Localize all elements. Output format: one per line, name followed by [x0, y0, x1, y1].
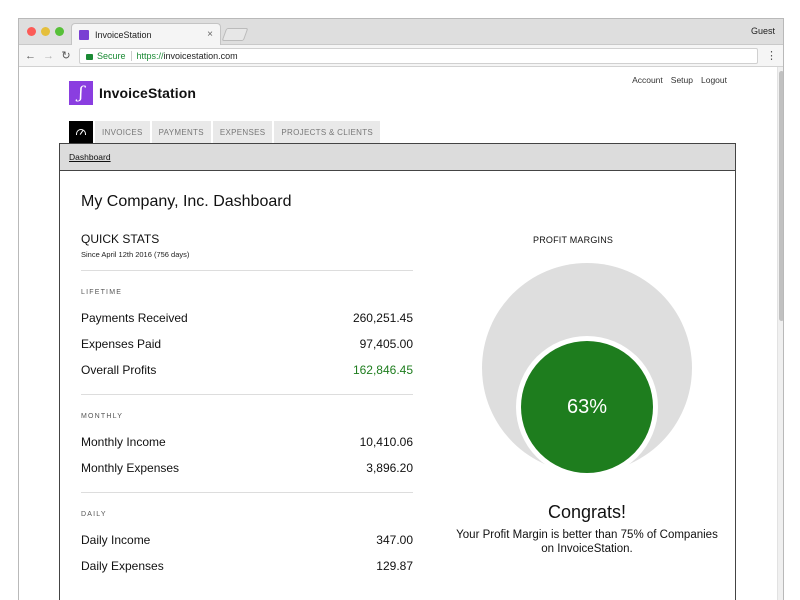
- close-window-button[interactable]: [27, 27, 36, 36]
- tab-invoices[interactable]: INVOICES: [95, 121, 152, 143]
- profit-margins-title: PROFIT MARGINS: [533, 235, 614, 245]
- stat-label: Daily Expenses: [81, 559, 164, 573]
- menu-icon[interactable]: ⋮: [766, 50, 777, 62]
- forward-icon[interactable]: →: [43, 49, 54, 62]
- logout-link[interactable]: Logout: [701, 75, 727, 85]
- tab-dashboard[interactable]: [69, 121, 95, 143]
- lock-icon: [86, 53, 93, 60]
- browser-window: InvoiceStation × Guest ← → ↻ Secure http…: [18, 18, 784, 600]
- tab-payments[interactable]: PAYMENTS: [151, 121, 213, 143]
- address-divider: [130, 50, 132, 61]
- stat-row: Daily Expenses 129.87: [81, 553, 413, 579]
- congrats-heading: Congrats!: [547, 502, 627, 522]
- lifetime-label: LIFETIME: [81, 289, 123, 296]
- minimize-window-button[interactable]: [41, 27, 50, 36]
- window-controls: [27, 27, 64, 36]
- stat-row: Overall Profits 162,846.45: [81, 357, 413, 383]
- tab-title: InvoiceStation: [95, 29, 152, 40]
- divider: [81, 270, 413, 271]
- url-host: invoicestation.com: [163, 50, 238, 61]
- main-nav: INVOICES PAYMENTS EXPENSES PROJECTS & CL…: [69, 121, 383, 143]
- page-title: My Company, Inc. Dashboard: [81, 193, 292, 210]
- stat-label: Overall Profits: [81, 363, 157, 377]
- brand-name: InvoiceStation: [99, 85, 197, 101]
- stat-row: Expenses Paid 97,405.00: [81, 331, 413, 357]
- favicon-icon: [79, 29, 89, 40]
- quick-stats-since: Since April 12th 2016 (756 days): [81, 250, 190, 259]
- new-tab-button[interactable]: [221, 28, 249, 41]
- breadcrumb: Dashboard: [60, 144, 735, 171]
- setup-link[interactable]: Setup: [670, 75, 693, 85]
- page-viewport: ʃ InvoiceStation Account Setup Logout IN…: [19, 67, 783, 600]
- daily-label: DAILY: [81, 511, 107, 518]
- browser-tab[interactable]: InvoiceStation ×: [71, 23, 221, 45]
- divider: [81, 394, 413, 395]
- stat-label: Monthly Expenses: [81, 461, 180, 475]
- stat-value: 129.87: [376, 559, 413, 573]
- profit-margin-circle: 63%: [521, 341, 653, 473]
- quick-stats-title: QUICK STATS: [81, 232, 160, 246]
- stat-label: Payments Received: [81, 311, 188, 325]
- brand-logo[interactable]: ʃ InvoiceStation: [69, 81, 196, 105]
- account-links: Account Setup Logout: [632, 75, 727, 85]
- stat-value: 347.00: [376, 533, 413, 547]
- dashboard-gauge-icon: [76, 129, 86, 135]
- stat-row: Payments Received 260,251.45: [81, 305, 413, 331]
- stat-value: 97,405.00: [359, 337, 413, 351]
- tab-expenses[interactable]: EXPENSES: [212, 121, 275, 143]
- stat-value: 3,896.20: [366, 461, 413, 475]
- account-link[interactable]: Account: [632, 75, 663, 85]
- stat-row: Monthly Expenses 3,896.20: [81, 455, 413, 481]
- stat-value: 10,410.06: [359, 435, 413, 449]
- quick-stats: QUICK STATS Since April 12th 2016 (756 d…: [81, 232, 413, 579]
- scroll-thumb[interactable]: [779, 71, 783, 321]
- browser-toolbar: ← → ↻ Secure https:// invoicestation.com…: [19, 45, 783, 67]
- stat-row: Daily Income 347.00: [81, 527, 413, 553]
- dashboard-panel: Dashboard My Company, Inc. Dashboard QUI…: [59, 143, 736, 600]
- stat-value-profit: 162,846.45: [352, 363, 413, 377]
- monthly-label: MONTHLY: [81, 413, 124, 420]
- profit-percent: 63%: [566, 395, 608, 418]
- reload-icon[interactable]: ↻: [61, 50, 71, 62]
- profile-label[interactable]: Guest: [750, 26, 775, 36]
- tab-strip: InvoiceStation × Guest: [19, 19, 783, 45]
- url-scheme: https://: [136, 50, 164, 61]
- tab-close-icon[interactable]: ×: [207, 29, 213, 40]
- stat-value: 260,251.45: [352, 311, 413, 325]
- secure-label: Secure: [97, 50, 126, 61]
- divider: [81, 492, 413, 493]
- stat-label: Daily Income: [81, 533, 151, 547]
- maximize-window-button[interactable]: [55, 27, 64, 36]
- stat-label: Expenses Paid: [81, 337, 162, 351]
- tab-projects-clients[interactable]: PROJECTS & CLIENTS: [274, 121, 383, 143]
- address-bar[interactable]: Secure https:// invoicestation.com: [79, 47, 758, 64]
- congrats-message: Your Profit Margin is better than 75% of…: [456, 529, 718, 555]
- breadcrumb-dashboard-link[interactable]: Dashboard: [69, 152, 111, 162]
- logo-icon: ʃ: [69, 81, 93, 105]
- back-icon[interactable]: ←: [25, 49, 36, 62]
- page-scrollbar[interactable]: [777, 67, 783, 600]
- stat-label: Monthly Income: [81, 435, 166, 449]
- stat-row: Monthly Income 10,410.06: [81, 429, 413, 455]
